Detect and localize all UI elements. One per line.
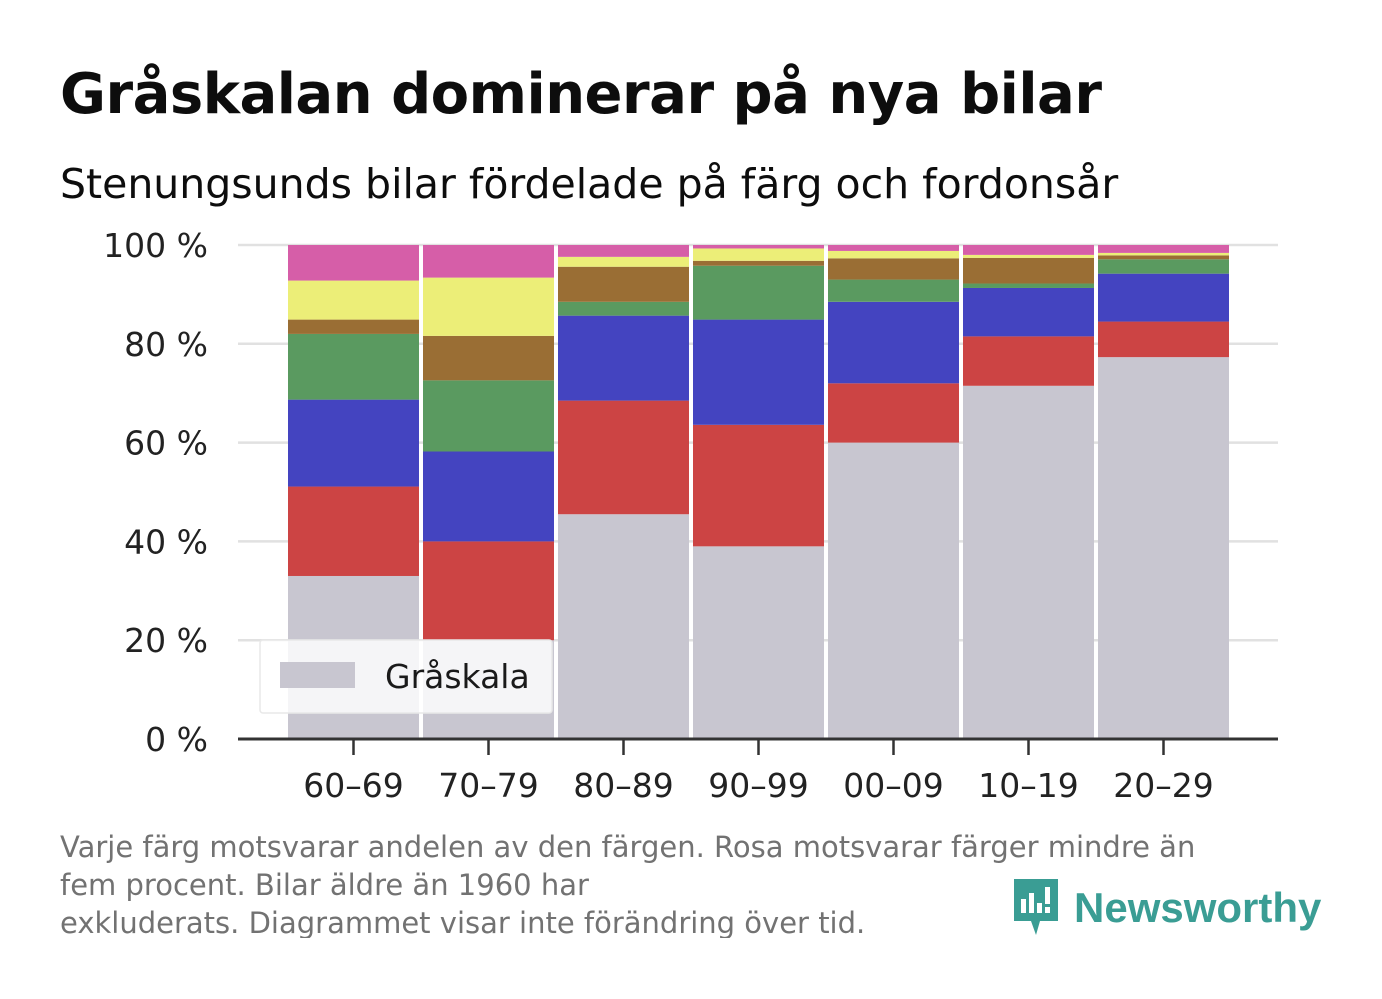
bar-segment — [963, 257, 1094, 284]
footnote: Varje färg motsvarar andelen av den färg… — [60, 828, 1300, 938]
bar-segment — [288, 486, 419, 576]
bar-segment — [558, 400, 689, 515]
footnote-line: fem procent. Bilar äldre än 1960 har — [60, 868, 589, 902]
footnote-line: exkluderats. Diagrammet visar inte förän… — [60, 906, 866, 938]
bar-segment — [1098, 259, 1229, 274]
bar-segment — [693, 424, 824, 547]
bar-segment — [963, 254, 1094, 258]
y-tick-label: 100 % — [103, 226, 208, 265]
bar-segment — [828, 245, 959, 251]
legend-box — [259, 639, 553, 714]
bar-segment — [558, 514, 689, 739]
x-tick-label: 10–19 — [978, 766, 1078, 805]
bar-segment — [963, 287, 1094, 337]
x-tick-label: 70–79 — [438, 766, 538, 805]
bar-segment — [423, 277, 554, 336]
y-tick-label: 60 % — [124, 424, 208, 463]
y-tick-label: 80 % — [124, 325, 208, 364]
bar-segment — [828, 258, 959, 280]
bar-segment — [828, 279, 959, 302]
bar-segment — [828, 250, 959, 259]
bar-segment — [558, 315, 689, 401]
bar-segment — [828, 442, 959, 739]
bar-segment — [963, 336, 1094, 386]
x-tick-label: 80–89 — [573, 766, 673, 805]
brand-logo: Newsworthy — [1010, 876, 1321, 940]
bar-segment — [423, 380, 554, 452]
bar-segment — [693, 260, 824, 266]
bar-segment — [288, 245, 419, 281]
legend-swatch — [280, 662, 355, 688]
bar-segment — [693, 248, 824, 261]
y-tick-label: 40 % — [124, 522, 208, 561]
x-tick-label: 20–29 — [1113, 766, 1213, 805]
bar-segment — [828, 301, 959, 384]
bar-segment — [288, 319, 419, 334]
bar-segment — [693, 265, 824, 320]
bar-segment — [693, 319, 824, 425]
bar-segment — [288, 333, 419, 400]
bar-segment — [423, 245, 554, 278]
newsworthy-logo-icon — [1014, 879, 1058, 935]
legend-label: Gråskala — [385, 657, 530, 696]
bar-segment — [558, 245, 689, 257]
bar-segment — [423, 451, 554, 542]
y-tick-label: 20 % — [124, 621, 208, 660]
bar-segment — [693, 546, 824, 739]
bar-segment — [423, 541, 554, 641]
x-tick-label: 60–69 — [303, 766, 403, 805]
bar-segment — [1098, 252, 1229, 256]
bar-segment — [1098, 273, 1229, 322]
chart-title: Gråskalan dominerar på nya bilar — [60, 62, 1102, 127]
bar-segment — [963, 283, 1094, 288]
bar-segment — [1098, 321, 1229, 358]
y-axis-ticks: 0 % 20 % 40 % 60 % 80 % 100 % — [103, 226, 208, 759]
bar-segment — [963, 245, 1094, 255]
bar-segment — [558, 301, 689, 316]
bar-segment — [558, 256, 689, 267]
x-tick-label: 00–09 — [843, 766, 943, 805]
chart-subtitle: Stenungsunds bilar fördelade på färg och… — [60, 160, 1119, 208]
x-axis: 60–69 70–79 80–89 90–99 00–09 10–19 20–29 — [238, 737, 1278, 805]
footnote-line: Varje färg motsvarar andelen av den färg… — [60, 830, 1196, 864]
bar-segment — [423, 335, 554, 381]
bar-segment — [828, 383, 959, 443]
bar-segment — [963, 385, 1094, 739]
bar-segment — [1098, 357, 1229, 739]
bar-segment — [558, 266, 689, 302]
bar-segment — [693, 245, 824, 249]
brand-name: Newsworthy — [1074, 884, 1322, 931]
bar-segment — [1098, 245, 1229, 253]
bar-segment — [1098, 255, 1229, 260]
legend: Gråskala — [259, 639, 553, 714]
x-tick-label: 90–99 — [708, 766, 808, 805]
y-tick-label: 0 % — [145, 720, 208, 759]
bar-segment — [288, 280, 419, 320]
bar-segment — [288, 399, 419, 487]
